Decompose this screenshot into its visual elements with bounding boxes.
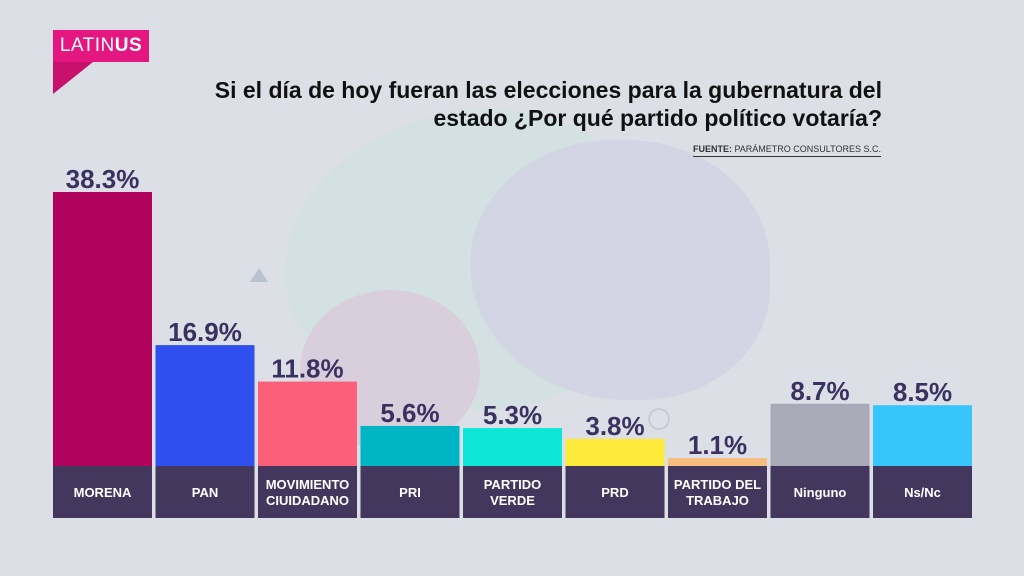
decorative-triangle <box>250 268 268 282</box>
data-label: 5.3% <box>483 400 542 430</box>
category-label: VERDE <box>490 493 535 508</box>
category-label-bg <box>155 466 255 518</box>
chart-title-line-1: Si el día de hoy fueran las elecciones p… <box>214 77 882 103</box>
data-label: 11.8% <box>271 354 343 384</box>
category-label: MORENA <box>74 485 132 500</box>
bar <box>463 428 562 466</box>
category-label-bg <box>668 466 767 518</box>
chart-title: Si el día de hoy fueran las elecciones p… <box>122 76 882 132</box>
category-label: CIUIDADANO <box>266 493 349 508</box>
logo-tail <box>53 62 93 94</box>
source-text: PARÁMETRO CONSULTORES S.C. <box>734 144 881 154</box>
latinus-logo: LATIN US <box>53 30 149 94</box>
bar <box>53 192 152 466</box>
category-label-bg <box>463 466 562 518</box>
data-label: 8.5% <box>893 377 952 407</box>
category-label-bg <box>360 466 460 518</box>
decorative-ring <box>648 408 670 430</box>
source-label: FUENTE: <box>692 144 732 154</box>
data-label: 16.9% <box>168 317 242 347</box>
category-label: MOVIMIENTO <box>266 477 350 492</box>
background-blob <box>470 140 770 400</box>
source-note: FUENTE: PARÁMETRO CONSULTORES S.C. <box>692 144 881 157</box>
category-label: PRD <box>601 485 628 500</box>
category-label: PRI <box>399 485 421 500</box>
category-label: PARTIDO <box>484 477 542 492</box>
bar <box>565 438 665 466</box>
data-label: 1.1% <box>688 430 747 460</box>
data-label: 38.3% <box>66 164 140 194</box>
category-label: PAN <box>192 485 218 500</box>
data-label: 5.6% <box>380 398 439 428</box>
bar <box>873 405 972 466</box>
bar <box>668 458 767 466</box>
category-label-bg <box>258 466 357 518</box>
category-label-bg <box>873 466 972 518</box>
chart-title-line-2: estado ¿Por qué partido político votaría… <box>433 105 882 131</box>
category-label-bg <box>770 466 870 518</box>
category-label-bg <box>53 466 152 518</box>
data-label: 8.7% <box>790 376 849 406</box>
bar <box>258 381 357 466</box>
category-label: PARTIDO DEL <box>674 477 761 492</box>
data-label: 3.8% <box>585 411 644 441</box>
bar <box>770 403 870 466</box>
category-label: Ninguno <box>794 485 847 500</box>
category-label: Ns/Nc <box>904 485 941 500</box>
logo-text-light: LATIN <box>59 35 115 56</box>
bar <box>155 345 255 466</box>
category-label-bg <box>565 466 665 518</box>
logo-text-bold: US <box>114 35 143 56</box>
bar <box>360 425 460 466</box>
category-label: TRABAJO <box>686 493 749 508</box>
